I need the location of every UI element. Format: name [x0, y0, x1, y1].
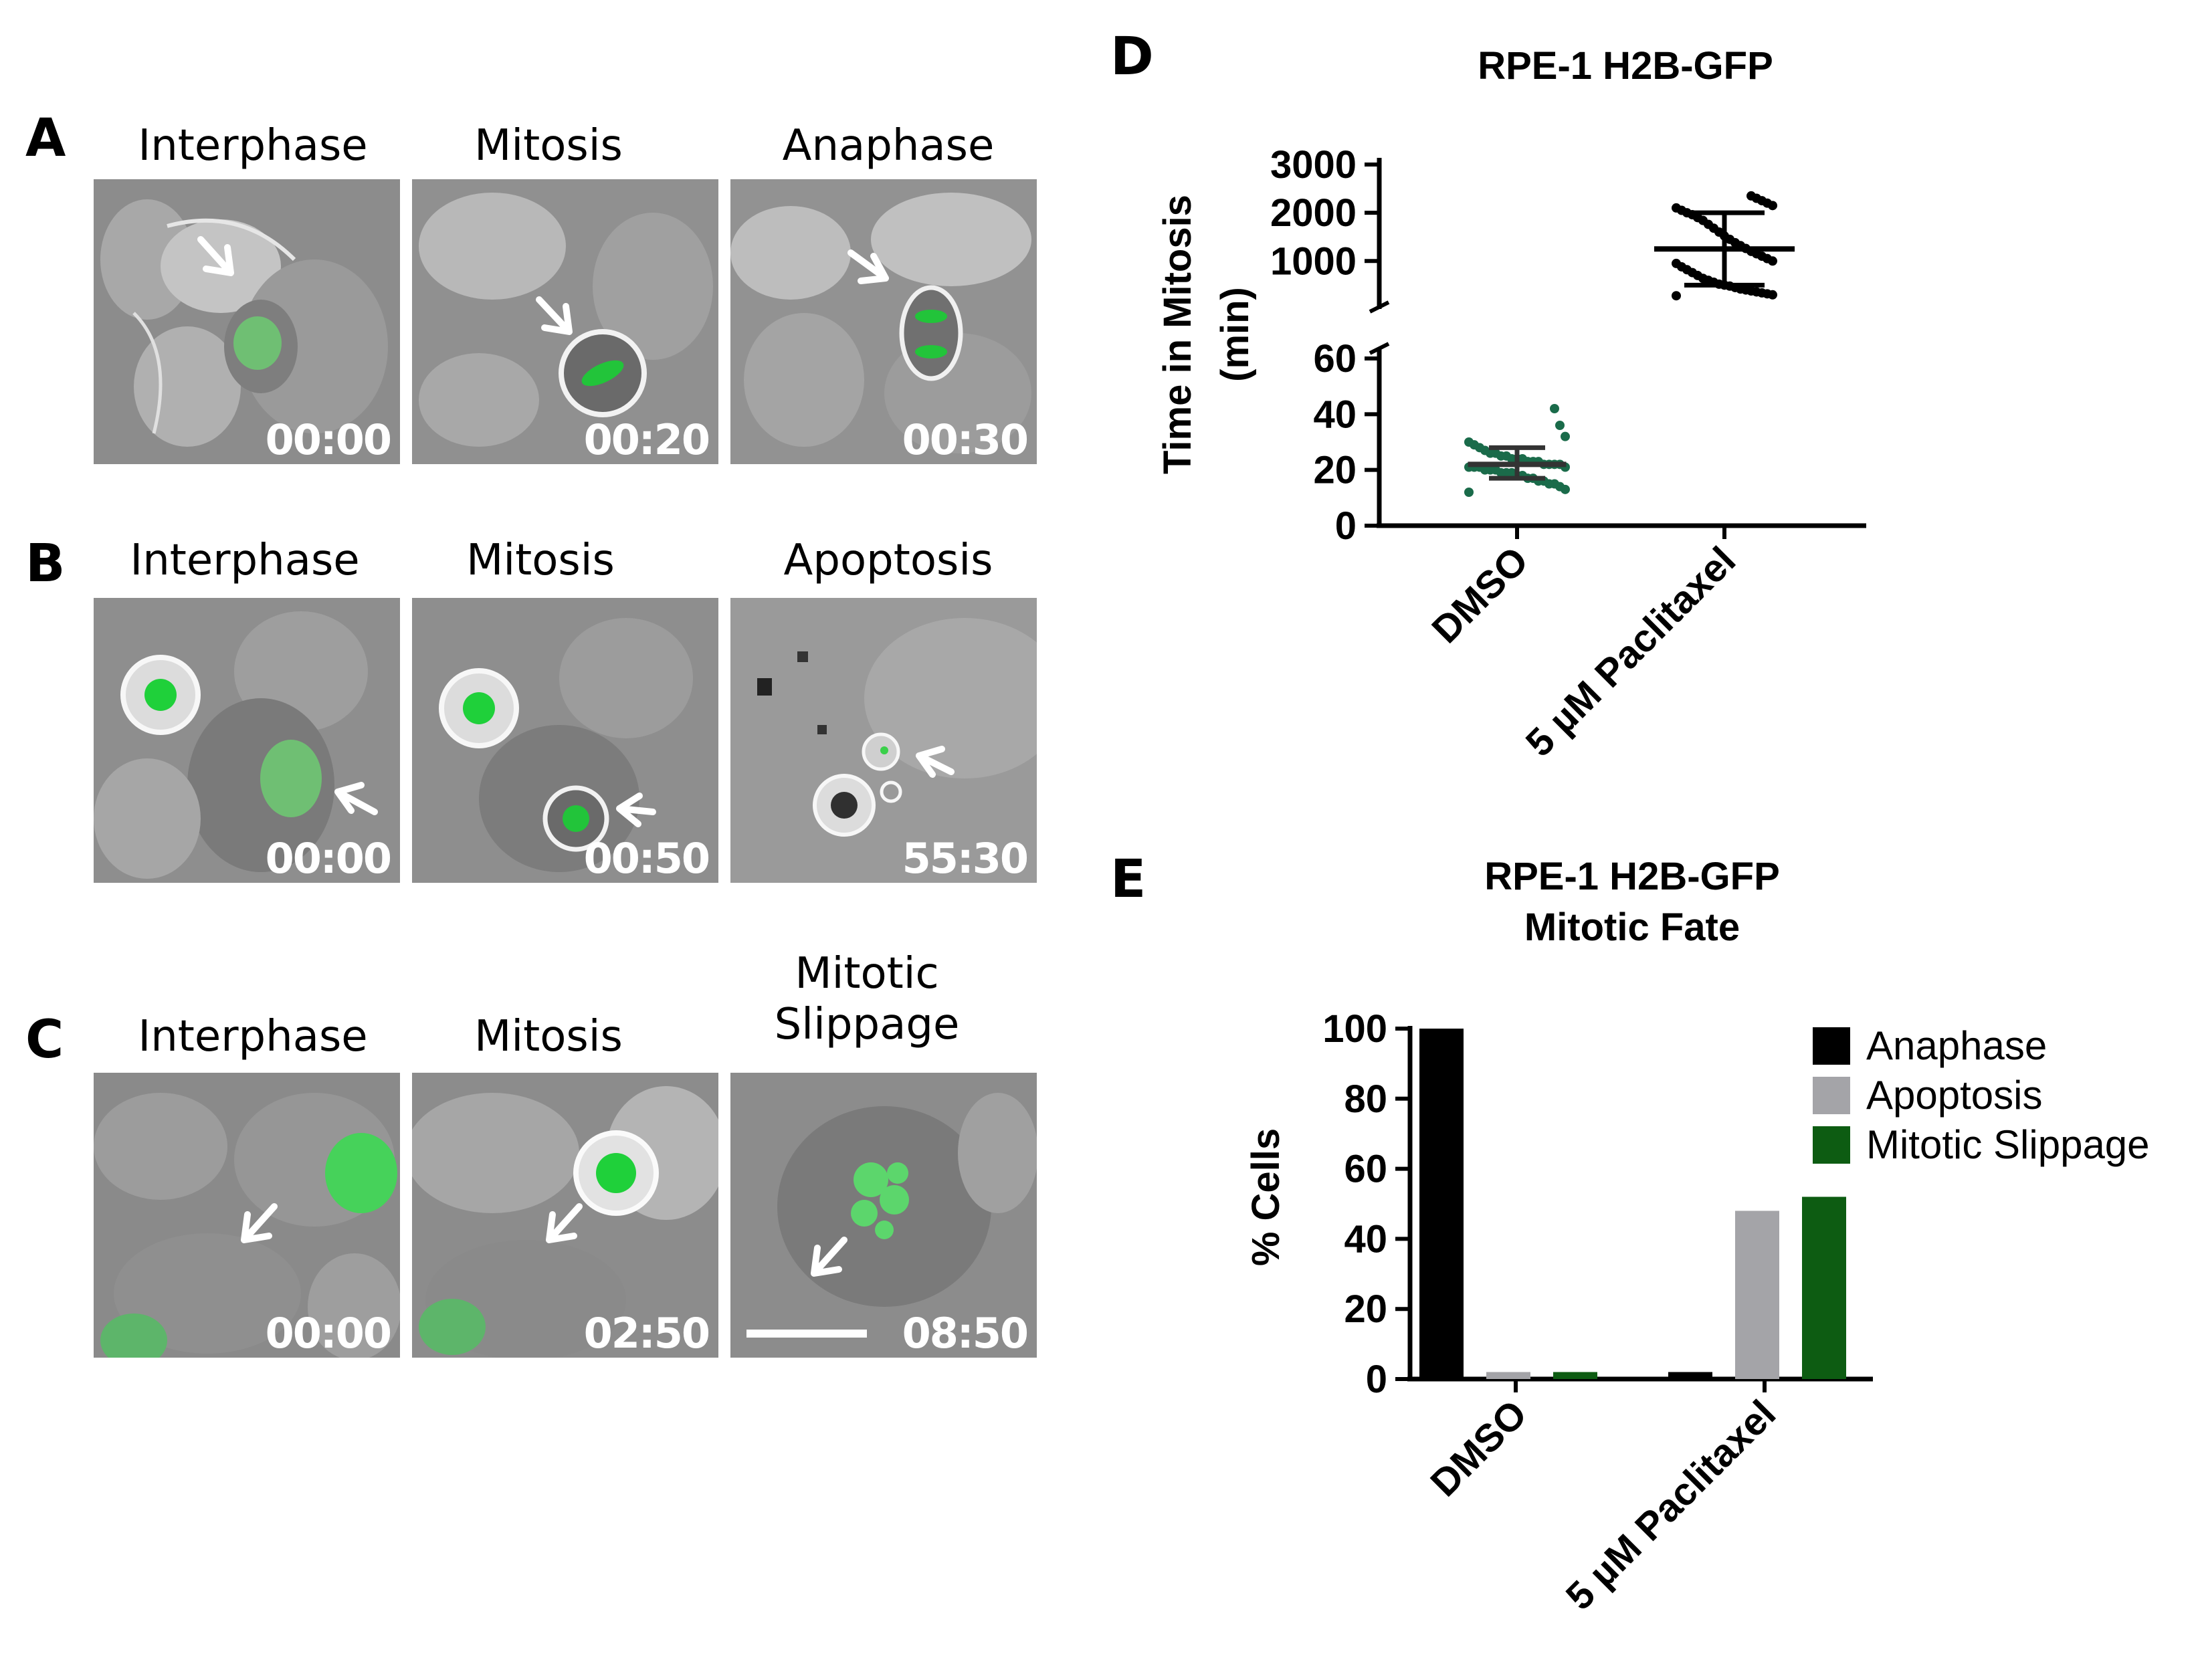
- chart-d-axis-break: [1369, 342, 1390, 355]
- row-a-title-3: Anaphase: [782, 121, 995, 171]
- chart-d-point: [1672, 203, 1681, 213]
- chart-d-point: [1550, 404, 1559, 413]
- panel-letter-b: B: [25, 534, 66, 594]
- micrograph-a-interphase: 00:00: [94, 179, 400, 464]
- micrograph-c-slippage: 08:50: [730, 1073, 1037, 1358]
- row-b-title-3: Apoptosis: [783, 536, 993, 585]
- arrow-icon: [536, 296, 573, 335]
- chart-e-bar: [1668, 1372, 1712, 1379]
- row-c-title-2: Mitosis: [474, 1012, 623, 1061]
- micrograph-c-mitosis: 02:50: [412, 1073, 718, 1358]
- arrow-icon: [847, 249, 889, 284]
- chart-d-point: [1555, 421, 1565, 430]
- chart-e-title: Mitotic Fate: [1524, 906, 1740, 949]
- arrow-icon: [334, 782, 378, 815]
- chart-d-point: [1464, 488, 1474, 497]
- chart-e-legend-label: Apoptosis: [1866, 1073, 2043, 1118]
- chart-e-title: RPE-1 H2B-GFP: [1484, 855, 1780, 898]
- chart-d-ytick-label: 20: [1313, 449, 1357, 492]
- chart-d-time-in-mitosis: RPE-1 H2B-GFP Time in Mitosis (min) 0 20 40 60…: [1156, 44, 1866, 765]
- chart-e-legend-swatch: [1813, 1126, 1850, 1164]
- timestamp: 00:20: [583, 415, 710, 464]
- chart-e-bar: [1735, 1211, 1779, 1379]
- chart-d-point: [1746, 191, 1756, 201]
- chart-e-bar: [1486, 1372, 1530, 1379]
- timestamp: 00:30: [902, 415, 1029, 464]
- micrograph-a-anaphase: 00:30: [730, 179, 1037, 464]
- chart-d-point: [1561, 431, 1570, 441]
- chart-e-legend-swatch: [1813, 1077, 1850, 1114]
- chart-e-bar: [1802, 1196, 1846, 1379]
- chart-e-xtick-label: DMSO: [1422, 1392, 1535, 1505]
- chart-d-ytick-label: 40: [1313, 393, 1357, 436]
- arrow-icon: [197, 236, 234, 276]
- chart-d-point: [1672, 291, 1681, 301]
- chart-e-ylabel: % Cells: [1244, 1128, 1288, 1266]
- micrograph-b-interphase: 00:00: [94, 598, 400, 883]
- chart-e-ytick-label: 60: [1344, 1148, 1387, 1191]
- chart-e-ytick-label: 0: [1366, 1358, 1387, 1401]
- scale-bar: [746, 1330, 867, 1338]
- micrograph-b-apoptosis: 55:30: [730, 598, 1037, 883]
- chart-d-ytick-label: 3000: [1270, 143, 1357, 187]
- timestamp: 00:50: [583, 834, 710, 883]
- chart-e-ytick-label: 80: [1344, 1077, 1387, 1121]
- chart-e-legend-swatch: [1813, 1027, 1850, 1065]
- timestamp: 00:00: [265, 1309, 392, 1358]
- chart-d-point: [1672, 258, 1681, 268]
- chart-d-xtick-label: DMSO: [1423, 538, 1536, 651]
- timestamp: 55:30: [902, 834, 1029, 883]
- row-c-title-1: Interphase: [138, 1012, 368, 1061]
- arrow-icon: [616, 793, 656, 827]
- micrograph-c-interphase: 00:00: [94, 1073, 400, 1358]
- chart-e-xtick-label: 5 µM Paclitaxel: [1558, 1392, 1785, 1618]
- chart-e-bar: [1419, 1029, 1464, 1379]
- row-b-title-2: Mitosis: [466, 536, 615, 585]
- chart-d-title: RPE-1 H2B-GFP: [1478, 44, 1773, 88]
- chart-d-ytick-label: 0: [1335, 504, 1357, 548]
- timestamp: 00:00: [265, 834, 392, 883]
- chart-e-bar: [1553, 1372, 1597, 1379]
- micrograph-a-mitosis: 00:20: [412, 179, 718, 464]
- chart-d-axis-break: [1369, 300, 1390, 314]
- chart-d-ylabel: Time in Mitosis: [1156, 195, 1199, 474]
- row-c-title-3: Mitotic Slippage: [774, 949, 960, 1049]
- panel-letter-a: A: [25, 108, 66, 169]
- chart-d-point: [1464, 437, 1474, 447]
- arrow-icon: [546, 1203, 583, 1243]
- row-a-title-1: Interphase: [138, 121, 368, 171]
- timestamp: 02:50: [583, 1309, 710, 1358]
- chart-e-ytick-label: 40: [1344, 1217, 1387, 1261]
- chart-e-legend-label: Mitotic Slippage: [1866, 1122, 2150, 1167]
- panel-letter-e: E: [1110, 849, 1146, 910]
- arrow-icon: [241, 1203, 278, 1243]
- timestamp: 00:00: [265, 415, 392, 464]
- chart-e-ytick-label: 100: [1322, 1007, 1387, 1051]
- panel-letter-c: C: [25, 1010, 64, 1070]
- chart-e-legend-label: Anaphase: [1866, 1023, 2047, 1068]
- chart-d-ylabel: (min): [1213, 287, 1257, 382]
- chart-d-ytick-label: 1000: [1270, 239, 1357, 283]
- panel-letter-d: D: [1110, 27, 1154, 87]
- arrow-icon: [811, 1237, 847, 1277]
- row-a-title-2: Mitosis: [474, 121, 623, 171]
- chart-d-xtick-label: 5 µM Paclitaxel: [1518, 538, 1744, 765]
- row-b-title-1: Interphase: [130, 536, 360, 585]
- micrograph-b-mitosis: 00:50: [412, 598, 718, 883]
- chart-d-ytick-label: 60: [1313, 337, 1357, 381]
- timestamp: 08:50: [902, 1309, 1029, 1358]
- arrow-icon: [916, 746, 955, 778]
- chart-e-ytick-label: 20: [1344, 1287, 1387, 1331]
- chart-d-ytick-label: 2000: [1270, 191, 1357, 235]
